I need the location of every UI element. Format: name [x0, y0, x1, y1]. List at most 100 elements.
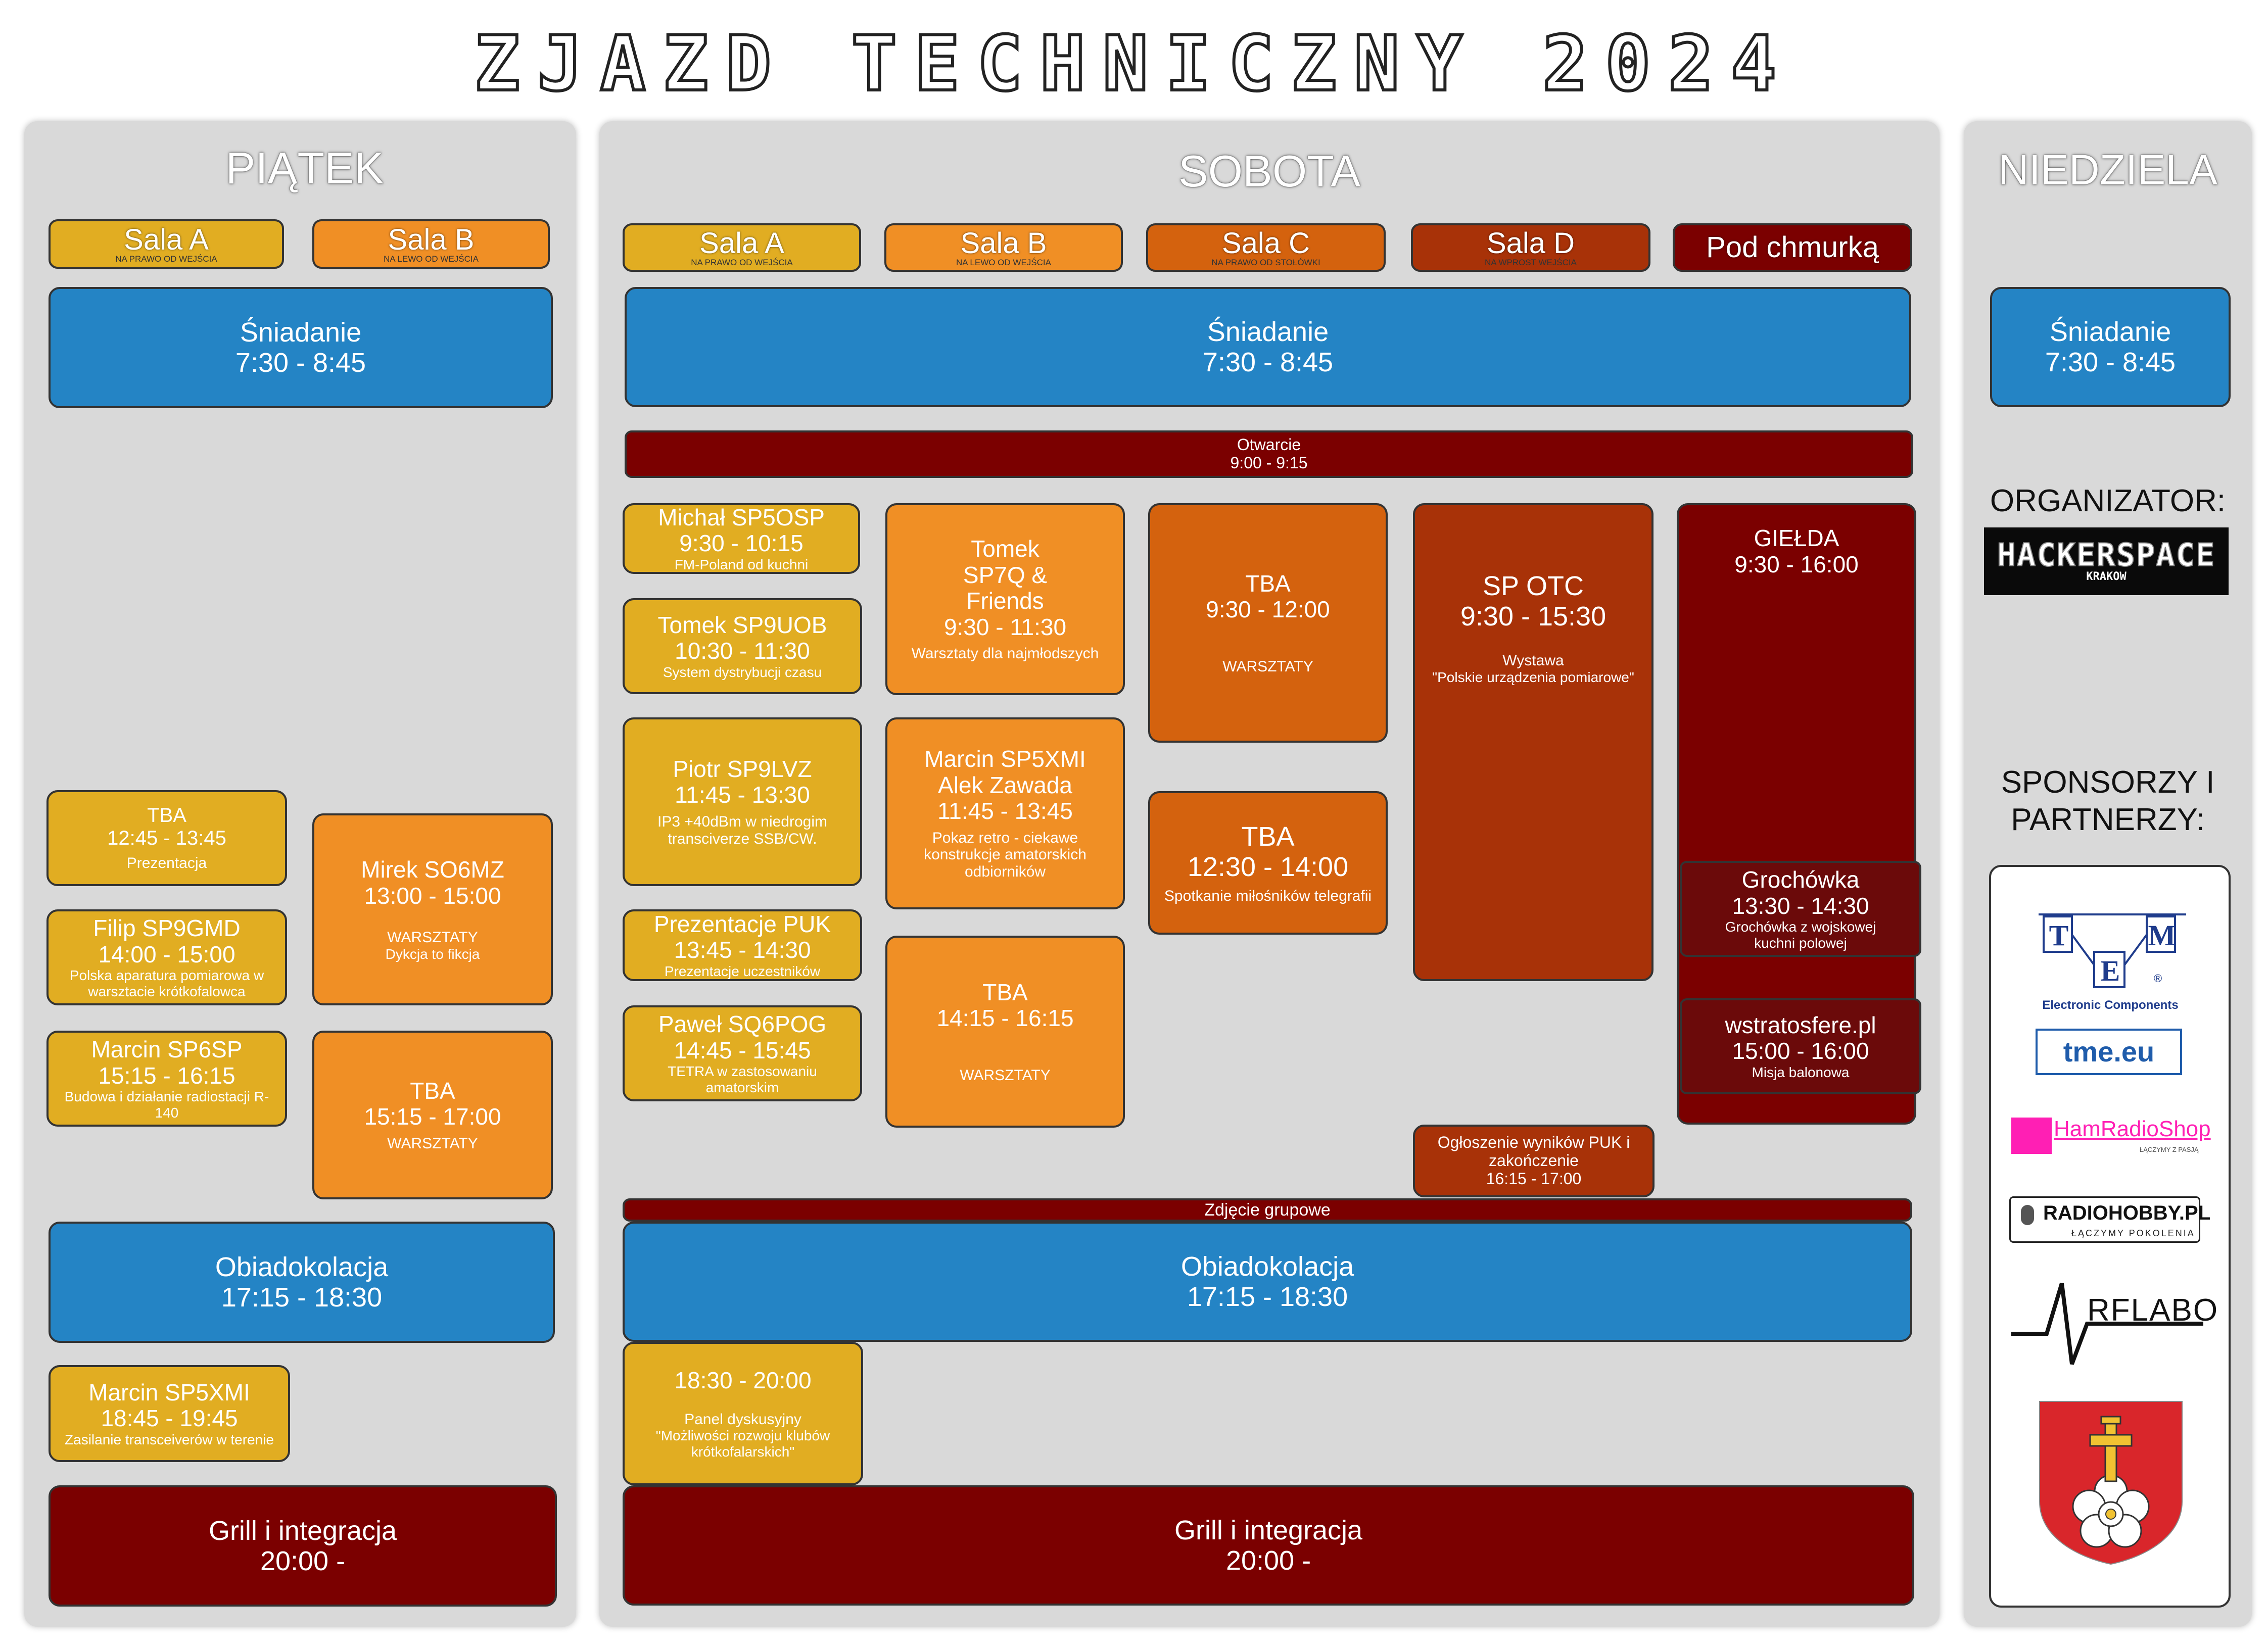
saturday-a-event-1: Michał SP5OSP 9:30 - 10:15 FM-Poland od … [623, 503, 860, 574]
friday-a-event-3: Marcin SP6SP 15:15 - 16:15 Budowa i dzia… [46, 1031, 287, 1127]
event-time: 13:30 - 14:30 [1732, 892, 1869, 919]
friday-title: PIĄTEK [225, 143, 384, 193]
friday-breakfast: Śniadanie 7:30 - 8:45 [49, 287, 553, 408]
microphone-icon [2021, 1205, 2034, 1225]
event-time: 9:00 - 9:15 [1230, 454, 1308, 472]
saturday-c-event-1: TBA 9:30 - 12:00 WARSZTATY [1148, 503, 1388, 743]
event-time: 7:30 - 8:45 [2045, 347, 2176, 377]
event-title: Tomek SP9UOB [657, 611, 827, 638]
event-desc-2: "Polskie urządzenia pomiarowe" [1432, 669, 1634, 685]
saturday-d-event-2: Ogłoszenie wyników PUK i zakończenie 16:… [1413, 1125, 1655, 1197]
event-title: Grill i integracja [1174, 1515, 1363, 1545]
event-time: 17:15 - 18:30 [1187, 1282, 1348, 1312]
saturday-hall-b-header: Sala B NA LEWO OD WEJŚCIA [884, 223, 1123, 272]
event-desc: System dystrybucji czasu [663, 664, 822, 680]
friday-evening-event: Marcin SP5XMI 18:45 - 19:45 Zasilanie tr… [49, 1365, 290, 1462]
radiohobby-name: RADIOHOBBY.PL [2043, 1202, 2211, 1224]
event-time: 14:15 - 16:15 [936, 1005, 1074, 1032]
tme-letter-e: E [2100, 954, 2120, 987]
event-title: Tomek SP7Q & Friends [963, 536, 1048, 614]
event-title: Śniadanie [240, 317, 362, 348]
friday-b-event-2: TBA 15:15 - 17:00 WARSZTATY [312, 1031, 553, 1199]
event-time: 17:15 - 18:30 [221, 1282, 383, 1313]
event-title: Marcin SP5XMI [88, 1379, 250, 1405]
radiohobby-logo: RADIOHOBBY.PL ŁĄCZYMY POKOLENIA [2009, 1196, 2210, 1243]
logo-main: HACKERSPACE [1997, 536, 2216, 573]
sponsors-label: SPONSORZY I PARTNERZY: [1964, 764, 2252, 839]
event-title: Piotr SP9LVZ [673, 755, 812, 782]
event-desc: Wystawa [1502, 652, 1564, 669]
hall-subtitle: NA PRAWO OD WEJŚCIA [115, 254, 217, 264]
hamradio-icon [2011, 1118, 2052, 1154]
event-title: TBA [410, 1077, 455, 1104]
event-title-2: Alek Zawada [938, 771, 1072, 798]
event-time: 12:45 - 13:45 [107, 827, 226, 850]
tme-letter-t: T [2049, 919, 2069, 952]
rflabo-waveform-icon [2011, 1282, 2203, 1365]
event-desc: Warsztaty dla najmłodszych [911, 645, 1099, 662]
saturday-opening: Otwarcie 9:00 - 9:15 [625, 430, 1913, 478]
event-title: SP OTC [1482, 571, 1584, 601]
friday-dinner: Obiadokolacja 17:15 - 18:30 [49, 1222, 555, 1343]
saturday-a-event-3: Piotr SP9LVZ 11:45 - 13:30 IP3 +40dBm w … [623, 717, 862, 886]
event-desc-2: Dykcja to fikcja [385, 946, 480, 962]
event-desc: Zasilanie transceiverów w terenie [65, 1431, 274, 1447]
event-time: 16:15 - 17:00 [1486, 1169, 1582, 1188]
event-title: Grochówka [1741, 866, 1860, 893]
saturday-hall-a-header: Sala A NA PRAWO OD WEJŚCIA [623, 223, 861, 272]
event-desc: Spotkanie miłośników telegrafii [1164, 887, 1372, 904]
event-title: Prezentacje PUK [653, 910, 831, 937]
saturday-grill: Grill i integracja 20:00 - [623, 1485, 1914, 1606]
event-time: 9:30 - 15:30 [1460, 601, 1606, 632]
saturday-outdoor-header: Pod chmurką [1673, 223, 1912, 272]
friday-b-event-1: Mirek SO6MZ 13:00 - 15:00 WARSZTATY Dykc… [312, 813, 553, 1005]
rflabo-logo: RFLABO [2011, 1278, 2217, 1369]
event-time: 14:45 - 15:45 [674, 1037, 811, 1063]
saturday-breakfast: Śniadanie 7:30 - 8:45 [625, 287, 1911, 407]
hall-name: Pod chmurką [1706, 231, 1879, 264]
event-title: Mirek SO6MZ [361, 856, 504, 883]
event-title: Otwarcie [1237, 435, 1301, 454]
friday-a-event-1: TBA 12:45 - 13:45 Prezentacja [46, 790, 287, 886]
event-title: TBA [1241, 821, 1295, 852]
saturday-a-event-5: Paweł SQ6POG 14:45 - 15:45 TETRA w zasto… [623, 1005, 862, 1101]
event-time: 13:45 - 14:30 [674, 937, 811, 963]
event-time: 9:30 - 12:00 [1206, 596, 1330, 623]
friday-grill: Grill i integracja 20:00 - [49, 1485, 557, 1607]
hall-subtitle: NA LEWO OD WEJŚCIA [956, 257, 1051, 267]
event-desc: TETRA w zastosowaniu amatorskim [668, 1063, 817, 1095]
sponsors-label-2: PARTNERZY: [2011, 802, 2205, 838]
saturday-hall-c-header: Sala C NA PRAWO OD STOŁÓWKI [1146, 223, 1386, 272]
saturday-a-event-2: Tomek SP9UOB 10:30 - 11:30 System dystry… [623, 598, 862, 694]
event-title: Grill i integracja [208, 1515, 397, 1546]
hall-subtitle: NA PRAWO OD STOŁÓWKI [1211, 257, 1320, 267]
event-desc: Polska aparatura pomiarowa w warsztacie … [69, 967, 264, 999]
event-time: 11:45 - 13:30 [675, 782, 810, 808]
saturday-group-photo: Zdjęcie grupowe [623, 1198, 1912, 1222]
sunday-breakfast: Śniadanie 7:30 - 8:45 [1990, 287, 2231, 407]
event-time: 14:00 - 15:00 [98, 941, 235, 967]
saturday-b-event-1: Tomek SP7Q & Friends 9:30 - 11:30 Warszt… [885, 503, 1125, 695]
sunday-title: NIEDZIELA [1998, 146, 2218, 193]
coat-of-arms-emblem [2039, 1401, 2183, 1565]
event-title: Śniadanie [2049, 316, 2171, 347]
event-title: Zdjęcie grupowe [1204, 1200, 1331, 1220]
tme-logo: T M E ® Electronic Components [2035, 909, 2186, 1013]
hall-subtitle: NA LEWO OD WEJŚCIA [384, 254, 479, 264]
hamradioshop-logo: HamRadioShop ŁĄCZYMY Z PASJĄ [2011, 1111, 2211, 1160]
event-time: 9:30 - 16:00 [1734, 551, 1859, 577]
logo-sub: KRAKOW [2086, 570, 2127, 583]
tme-caption: Electronic Components [2042, 998, 2179, 1012]
event-title: GIEŁDA [1754, 525, 1839, 551]
event-desc: Budowa i działanie radiostacji R-140 [64, 1089, 269, 1121]
event-time: 11:45 - 13:45 [937, 798, 1073, 825]
event-time: 13:00 - 15:00 [364, 882, 501, 909]
hamradio-sub: ŁĄCZYMY Z PASJĄ [2140, 1146, 2199, 1153]
hall-name: Sala B [388, 223, 475, 256]
event-time: 7:30 - 8:45 [1202, 347, 1334, 377]
event-desc: WARSZTATY [1222, 658, 1313, 675]
event-title: Śniadanie [1207, 316, 1329, 347]
saturday-dinner: Obiadokolacja 17:15 - 18:30 [623, 1222, 1912, 1342]
event-title: Michał SP5OSP [658, 504, 825, 530]
friday-hall-a-header: Sala A NA PRAWO OD WEJŚCIA [49, 219, 284, 269]
